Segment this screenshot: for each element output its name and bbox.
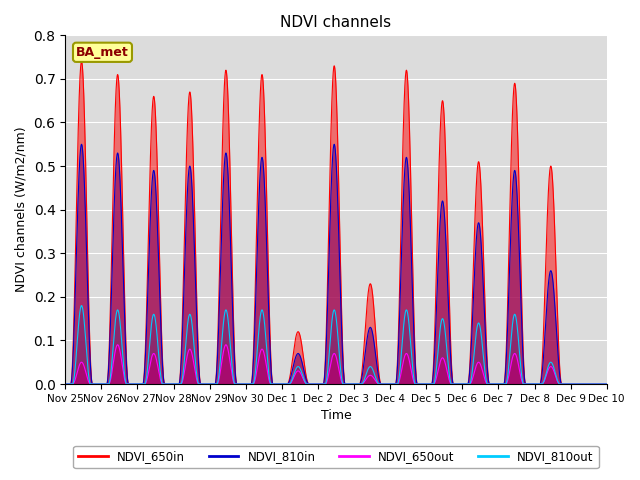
Y-axis label: NDVI channels (W/m2/nm): NDVI channels (W/m2/nm) bbox=[15, 127, 28, 292]
Title: NDVI channels: NDVI channels bbox=[280, 15, 392, 30]
Legend: NDVI_650in, NDVI_810in, NDVI_650out, NDVI_810out: NDVI_650in, NDVI_810in, NDVI_650out, NDV… bbox=[74, 446, 598, 468]
X-axis label: Time: Time bbox=[321, 409, 351, 422]
Text: BA_met: BA_met bbox=[76, 46, 129, 59]
